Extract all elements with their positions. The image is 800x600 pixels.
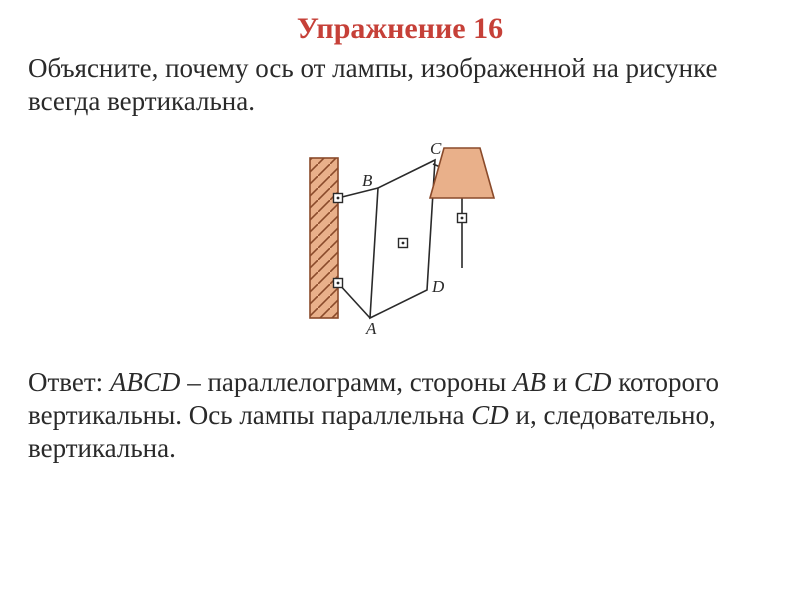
question-text: Объясните, почему ось от лампы, изображе… (28, 52, 772, 118)
figure-wrapper: A B C D (28, 128, 772, 348)
svg-text:C: C (430, 139, 442, 158)
answer-seg2: – параллелограмм, стороны (180, 367, 513, 397)
answer-prefix: Ответ: (28, 367, 110, 397)
svg-text:A: A (365, 319, 377, 338)
answer-cd1: CD (574, 367, 612, 397)
lamp-diagram: A B C D (270, 128, 530, 348)
svg-text:D: D (431, 277, 445, 296)
answer-seg4: и (546, 367, 574, 397)
answer-abcd: ABCD (110, 367, 181, 397)
answer-cd2: CD (471, 400, 509, 430)
answer-ab: AB (513, 367, 546, 397)
exercise-title: Упражнение 16 (28, 12, 772, 46)
answer-text: Ответ: ABCD – параллелограмм, стороны AB… (28, 366, 772, 465)
svg-text:B: B (362, 171, 373, 190)
